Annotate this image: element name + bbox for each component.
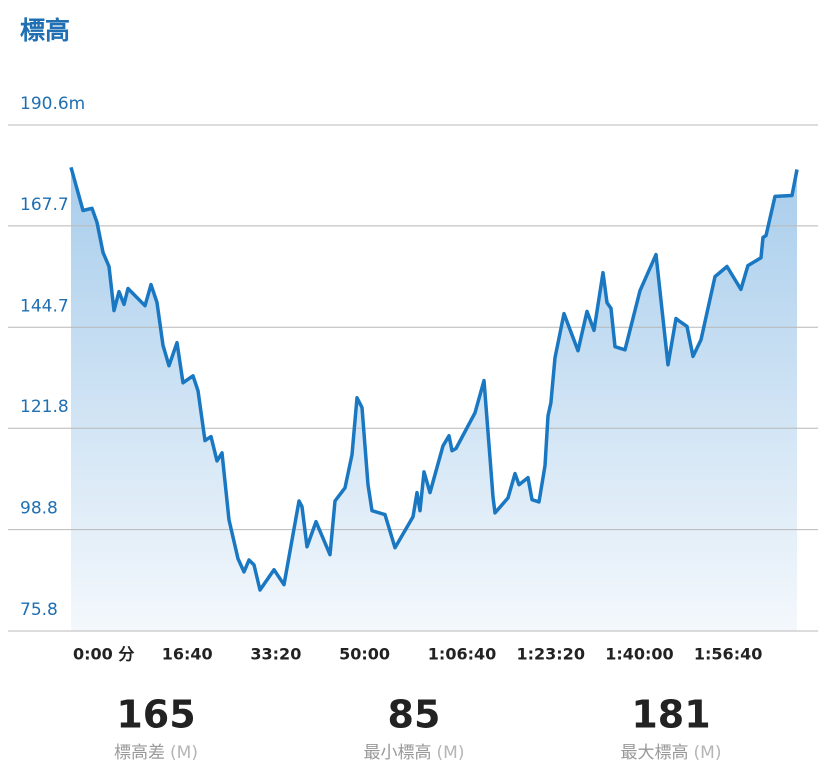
y-tick-label: 167.7 [20,195,69,215]
x-tick-label: 1:56:40 [694,645,762,664]
stat-label: 最小標高 (M) [364,743,465,763]
elevation-line [69,166,799,592]
stat-label: 標高差 (M) [114,743,198,763]
x-tick-label: 16:40 [162,645,213,664]
stat-value: 85 [388,693,441,737]
stat-label-text: 最大標高 [621,743,689,763]
chart-title: 標高 [20,16,70,45]
x-tick-label: 50:00 [339,645,390,664]
elevation-area [71,167,797,632]
x-tick-label: 0:00 分 [73,645,134,664]
x-tick-label: 1:23:20 [516,645,584,664]
x-tick-label: 33:20 [250,645,301,664]
y-tick-label: 144.7 [20,296,69,316]
y-tick-label: 121.8 [20,397,69,417]
y-tick-label: 75.8 [20,600,58,620]
stat-label-text: 標高差 [114,743,165,763]
stat-unit: (M) [694,743,722,763]
stat-value: 181 [631,693,710,737]
stat-unit: (M) [437,743,465,763]
stat-unit: (M) [170,743,198,763]
y-tick-label: 190.6m [20,94,85,114]
y-tick-label: 98.8 [20,499,58,519]
stat-label: 最大標高 (M) [621,743,722,763]
stat-label-text: 最小標高 [364,743,432,763]
x-tick-label: 1:40:00 [605,645,673,664]
stat-value: 165 [116,693,195,737]
x-tick-label: 1:06:40 [428,645,496,664]
